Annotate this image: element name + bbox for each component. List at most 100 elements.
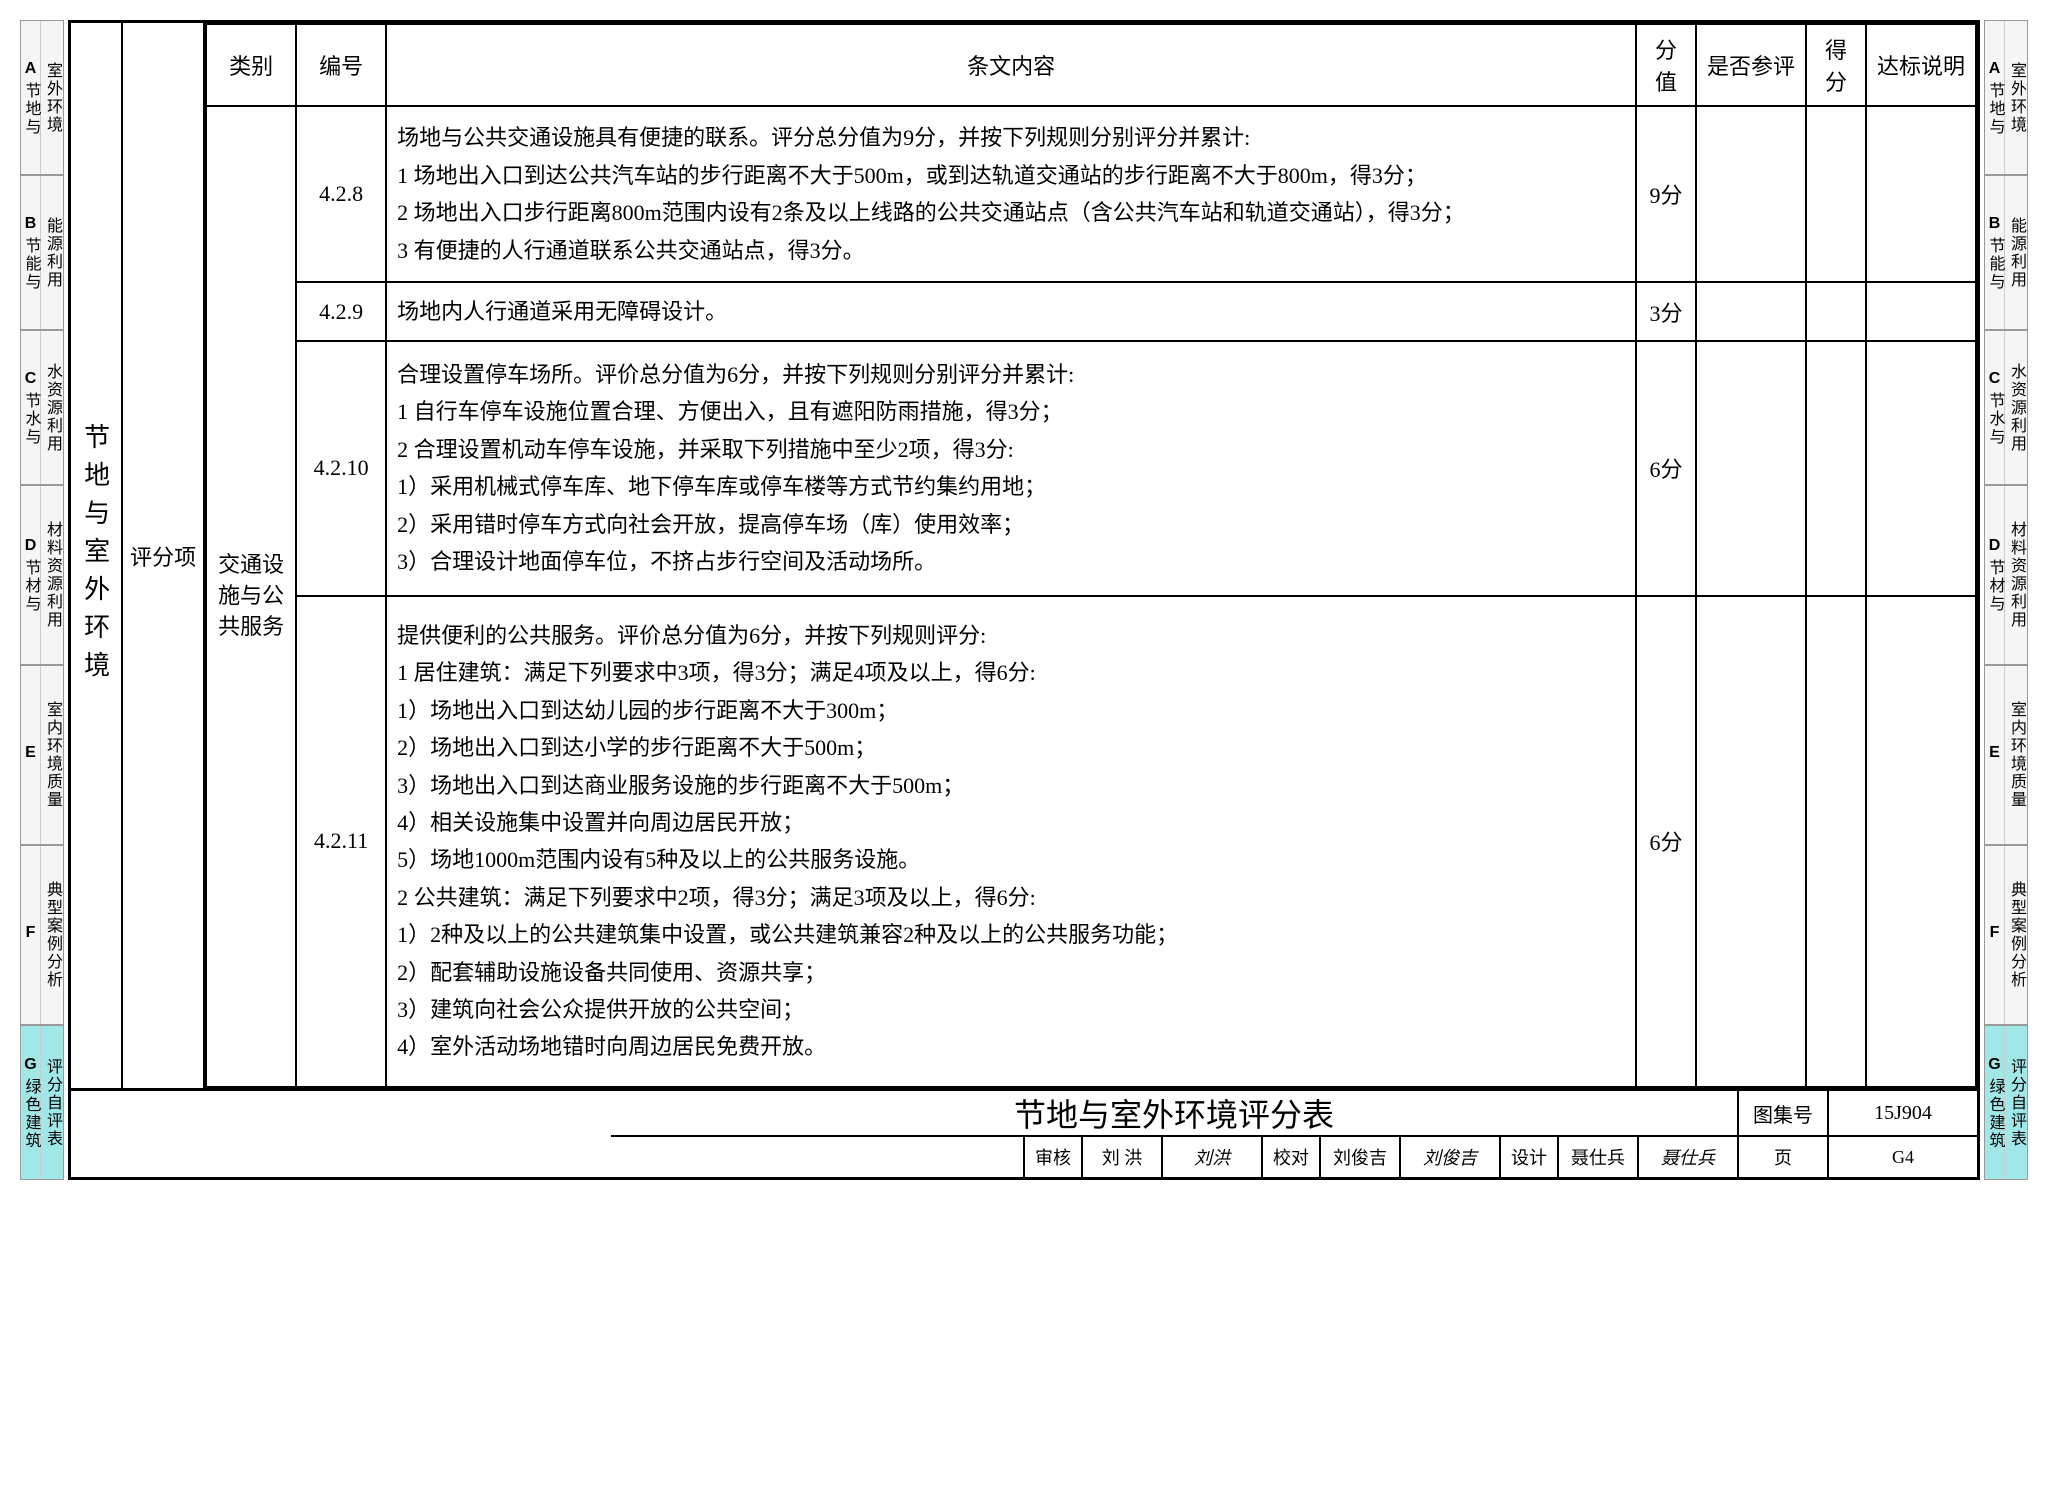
tab-label: 能源利用 xyxy=(2004,217,2028,289)
row-number: 4.2.11 xyxy=(296,596,386,1087)
main-frame: 节地与室外环境 评分项 类别 编号 条文内容 分值 是否参评 得 xyxy=(68,20,1980,1180)
tab-sublabel: 节地与 xyxy=(19,82,43,136)
row-content: 合理设置停车场所。评价总分值为6分，并按下列规则分别评分并累计: 1 自行车停车… xyxy=(386,341,1636,596)
tab-label: 室内环境质量 xyxy=(40,701,64,809)
tab-sublabel: 节材与 xyxy=(19,559,43,613)
tab-letter: B xyxy=(25,215,37,233)
row-note xyxy=(1866,341,1976,596)
atlas-label: 图集号 xyxy=(1737,1091,1827,1137)
side-tab-a[interactable]: A 节地与室外环境 xyxy=(20,20,64,175)
side-tab-d[interactable]: D节材与材料资源利用 xyxy=(1984,485,2028,665)
tab-label: 材料资源利用 xyxy=(40,521,64,629)
tab-letter: A xyxy=(1989,60,2001,78)
side-tabs-left: A 节地与室外环境 B 节能与能源利用 C 节水与水资源利用 D 节材与材料资源利用 E室内环境… xyxy=(20,20,64,1180)
header-number: 编号 xyxy=(296,24,386,106)
side-tab-e[interactable]: E室内环境质量 xyxy=(20,665,64,845)
tab-letter: C xyxy=(25,370,37,388)
side-tab-e[interactable]: E室内环境质量 xyxy=(1984,665,2028,845)
page-label: 页 xyxy=(1737,1137,1827,1177)
tab-label: 能源利用 xyxy=(40,217,64,289)
tab-letter: A xyxy=(25,60,37,78)
tab-letter: B xyxy=(1989,215,2001,233)
table-row: 交通设施与公共服务4.2.8场地与公共交通设施具有便捷的联系。评分总分值为9分，… xyxy=(206,106,1976,282)
tab-label: 材料资源利用 xyxy=(2004,521,2028,629)
tab-label: 室内环境质量 xyxy=(2004,701,2028,809)
tab-letter: E xyxy=(1989,744,2000,762)
tab-label: 室外环境 xyxy=(40,62,64,134)
evaluation-table: 类别 编号 条文内容 分值 是否参评 得分 达标说明 交通设施与公共服务4.2.… xyxy=(205,23,1977,1088)
tab-letter: G xyxy=(24,1056,36,1074)
tab-letter: F xyxy=(1990,924,2000,942)
sig-sign-0: 刘洪 xyxy=(1161,1137,1261,1177)
section-label-text: 节地与室外环境 xyxy=(78,423,115,689)
row-score: 3分 xyxy=(1636,282,1696,340)
row-score: 6分 xyxy=(1636,341,1696,596)
side-tab-c[interactable]: C 节水与水资源利用 xyxy=(20,330,64,485)
side-tab-f[interactable]: F典型案例分析 xyxy=(20,845,64,1025)
sheet-title: 节地与室外环境评分表 xyxy=(611,1091,1737,1137)
row-score: 9分 xyxy=(1636,106,1696,282)
tab-label: 评分自评表 xyxy=(40,1058,64,1148)
row-note xyxy=(1866,596,1976,1087)
row-evaluated xyxy=(1696,596,1806,1087)
header-got: 得分 xyxy=(1806,24,1866,106)
row-content: 场地与公共交通设施具有便捷的联系。评分总分值为9分，并按下列规则分别评分并累计:… xyxy=(386,106,1636,282)
side-tab-f[interactable]: F典型案例分析 xyxy=(1984,845,2028,1025)
side-tab-c[interactable]: C节水与水资源利用 xyxy=(1984,330,2028,485)
tab-sublabel: 绿色建筑 xyxy=(19,1078,43,1150)
side-tab-a[interactable]: A节地与室外环境 xyxy=(1984,20,2028,175)
header-category: 类别 xyxy=(206,24,296,106)
tab-letter: C xyxy=(1989,370,2001,388)
table-row: 4.2.11提供便利的公共服务。评价总分值为6分，并按下列规则评分: 1 居住建… xyxy=(206,596,1976,1087)
sig-name-0: 刘 洪 xyxy=(1081,1137,1161,1177)
side-tab-b[interactable]: B 节能与能源利用 xyxy=(20,175,64,330)
tab-sublabel: 绿色建筑 xyxy=(1983,1078,2007,1150)
row-evaluated xyxy=(1696,106,1806,282)
sig-label-0: 审核 xyxy=(1023,1137,1081,1177)
row-evaluated xyxy=(1696,341,1806,596)
sig-sign-2: 聂仕兵 xyxy=(1637,1137,1737,1177)
atlas-value: 15J904 xyxy=(1827,1091,1977,1137)
title-block: 节地与室外环境评分表 图集号 15J904 审核 刘 洪 刘洪 校对 刘俊吉 刘… xyxy=(71,1088,1977,1177)
header-score: 分值 xyxy=(1636,24,1696,106)
row-got xyxy=(1806,106,1866,282)
tab-letter: F xyxy=(26,924,36,942)
tab-letter: D xyxy=(1989,537,2001,555)
header-note: 达标说明 xyxy=(1866,24,1976,106)
section-vertical-label: 节地与室外环境 xyxy=(71,23,123,1088)
tab-sublabel: 节地与 xyxy=(1983,82,2007,136)
table-header-row: 类别 编号 条文内容 分值 是否参评 得分 达标说明 xyxy=(206,24,1976,106)
row-content: 场地内人行通道采用无障碍设计。 xyxy=(386,282,1636,340)
side-tab-b[interactable]: B 节能与能源利用 xyxy=(1984,175,2028,330)
tab-letter: E xyxy=(25,744,36,762)
sig-name-2: 聂仕兵 xyxy=(1557,1137,1637,1177)
row-score: 6分 xyxy=(1636,596,1696,1087)
row-number: 4.2.10 xyxy=(296,341,386,596)
table-row: 4.2.10合理设置停车场所。评价总分值为6分，并按下列规则分别评分并累计: 1… xyxy=(206,341,1976,596)
row-note xyxy=(1866,106,1976,282)
tab-label: 水资源利用 xyxy=(40,363,64,453)
tab-letter: D xyxy=(25,537,37,555)
row-content: 提供便利的公共服务。评价总分值为6分，并按下列规则评分: 1 居住建筑：满足下列… xyxy=(386,596,1636,1087)
header-evaluated: 是否参评 xyxy=(1696,24,1806,106)
row-evaluated xyxy=(1696,282,1806,340)
row-note xyxy=(1866,282,1976,340)
side-tab-g[interactable]: G绿色建筑评分自评表 xyxy=(1984,1025,2028,1180)
side-tab-d[interactable]: D 节材与材料资源利用 xyxy=(20,485,64,665)
row-got xyxy=(1806,596,1866,1087)
category-cell: 交通设施与公共服务 xyxy=(206,106,296,1087)
row-number: 4.2.8 xyxy=(296,106,386,282)
tab-sublabel: 节能与 xyxy=(1983,237,2007,291)
row-number: 4.2.9 xyxy=(296,282,386,340)
tab-sublabel: 节水与 xyxy=(19,392,43,446)
header-content: 条文内容 xyxy=(386,24,1636,106)
side-tab-g[interactable]: G 绿色建筑评分自评表 xyxy=(20,1025,64,1180)
row-got xyxy=(1806,282,1866,340)
sig-label-2: 设计 xyxy=(1499,1137,1557,1177)
sig-name-1: 刘俊吉 xyxy=(1319,1137,1399,1177)
tab-letter: G xyxy=(1988,1056,2000,1074)
tab-label: 典型案例分析 xyxy=(40,881,64,989)
sig-label-1: 校对 xyxy=(1261,1137,1319,1177)
tab-sublabel: 节能与 xyxy=(19,237,43,291)
tab-label: 典型案例分析 xyxy=(2004,881,2028,989)
